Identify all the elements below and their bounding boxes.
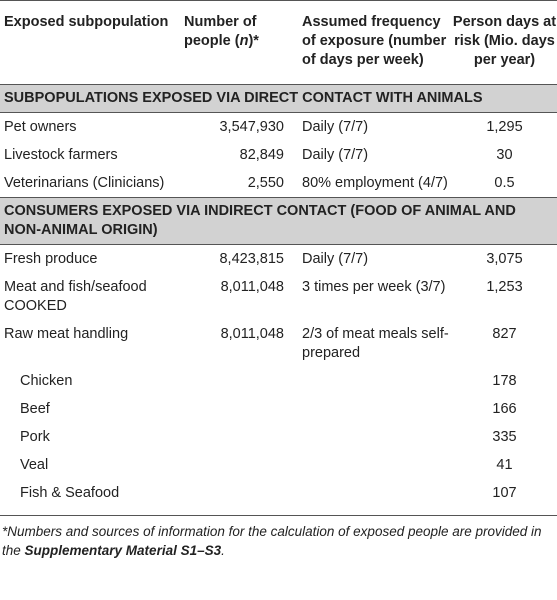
- cell-empty: [298, 479, 452, 507]
- exposure-table: Exposed subpopulation Number of people (…: [0, 0, 557, 507]
- header-assumed-frequency: Assumed frequency of exposure (number of…: [302, 14, 447, 68]
- cell-days: 166: [492, 401, 517, 417]
- footnote-end: .: [221, 543, 225, 558]
- table-row: Livestock farmers 82,849 Daily (7/7) 30: [0, 141, 557, 169]
- cell-frequency: Daily (7/7): [302, 119, 369, 135]
- header-number-of-people: Number of people (n)*: [184, 1, 298, 85]
- cell-name: Raw meat handling: [4, 326, 129, 342]
- table-subrow: Chicken 178: [0, 367, 557, 395]
- table-subrow: Fish & Seafood 107: [0, 479, 557, 507]
- cell-days: 3,075: [486, 251, 523, 267]
- cell-name: Fresh produce: [4, 251, 98, 267]
- cell-empty: [298, 367, 452, 395]
- table-row: Fresh produce 8,423,815 Daily (7/7) 3,07…: [0, 245, 557, 274]
- table-subrow: Veal 41: [0, 451, 557, 479]
- header-people-n: n: [239, 33, 249, 49]
- header-people-suffix: )*: [248, 33, 259, 49]
- table-row: Raw meat handling 8,011,048 2/3 of meat …: [0, 320, 557, 367]
- section-header-direct: SUBPOPULATIONS EXPOSED VIA DIRECT CONTAC…: [0, 84, 557, 113]
- cell-days: 178: [492, 373, 517, 389]
- table-row: Meat and fish/seafood COOKED 8,011,048 3…: [0, 273, 557, 320]
- footnote-text: *Numbers and sources of information for …: [2, 524, 542, 558]
- table-subrow: Beef 166: [0, 395, 557, 423]
- table-header-row: Exposed subpopulation Number of people (…: [0, 0, 557, 85]
- cell-name: Pet owners: [4, 119, 77, 135]
- cell-frequency: 80% employment (4/7): [302, 175, 448, 191]
- cell-frequency: Daily (7/7): [302, 147, 369, 163]
- cell-empty: [184, 479, 298, 507]
- section-header-indirect: CONSUMERS EXPOSED VIA INDIRECT CONTACT (…: [0, 197, 557, 245]
- cell-days: 41: [496, 457, 513, 473]
- section-title-direct: SUBPOPULATIONS EXPOSED VIA DIRECT CONTAC…: [0, 84, 557, 113]
- cell-empty: [184, 367, 298, 395]
- table-row: Pet owners 3,547,930 Daily (7/7) 1,295: [0, 113, 557, 142]
- table-row: Veterinarians (Clinicians) 2,550 80% emp…: [0, 169, 557, 198]
- cell-name: Veterinarians (Clinicians): [4, 175, 165, 191]
- cell-name: Meat and fish/seafood COOKED: [4, 279, 147, 314]
- table-subrow: Pork 335: [0, 423, 557, 451]
- cell-people: 8,011,048: [220, 279, 284, 295]
- header-person-days: Person days at risk (Mio. days per year): [452, 14, 557, 68]
- cell-days: 827: [492, 326, 517, 342]
- cell-empty: [298, 395, 452, 423]
- cell-people: 8,423,815: [219, 251, 284, 267]
- cell-subname: Veal: [20, 457, 49, 473]
- cell-empty: [184, 451, 298, 479]
- cell-subname: Beef: [20, 401, 50, 417]
- cell-name: Livestock farmers: [4, 147, 118, 163]
- cell-frequency: 3 times per week (3/7): [302, 279, 446, 295]
- cell-frequency: 2/3 of meat meals self-prepared: [302, 326, 449, 361]
- cell-people: 3,547,930: [219, 119, 284, 135]
- cell-people: 82,849: [239, 147, 284, 163]
- cell-subname: Chicken: [20, 373, 73, 389]
- cell-days: 1,253: [486, 279, 523, 295]
- header-exposed-subpopulation: Exposed subpopulation: [4, 14, 169, 30]
- table-footnote: *Numbers and sources of information for …: [0, 515, 557, 560]
- cell-people: 8,011,048: [220, 326, 284, 342]
- cell-empty: [184, 423, 298, 451]
- cell-days: 30: [496, 147, 513, 163]
- section-title-indirect: CONSUMERS EXPOSED VIA INDIRECT CONTACT (…: [0, 197, 557, 245]
- cell-subname: Pork: [20, 429, 50, 445]
- footnote-supplementary-link: Supplementary Material S1–S3: [24, 543, 222, 558]
- cell-subname: Fish & Seafood: [20, 485, 120, 501]
- cell-empty: [184, 395, 298, 423]
- cell-days: 107: [492, 485, 517, 501]
- header-people-text: Number of people (: [184, 14, 257, 49]
- cell-days: 335: [492, 429, 517, 445]
- cell-empty: [298, 423, 452, 451]
- cell-empty: [298, 451, 452, 479]
- cell-frequency: Daily (7/7): [302, 251, 369, 267]
- cell-days: 0.5: [494, 175, 515, 191]
- cell-people: 2,550: [247, 175, 284, 191]
- cell-days: 1,295: [486, 119, 523, 135]
